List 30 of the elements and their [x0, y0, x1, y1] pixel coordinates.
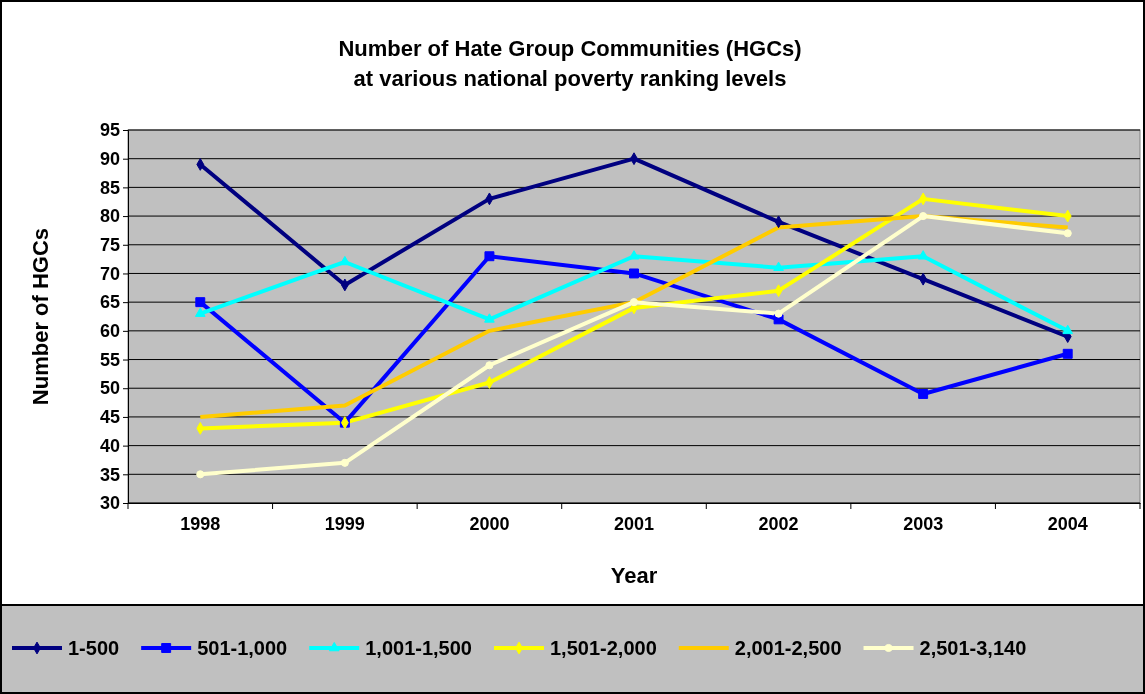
legend-label: 2,501-3,140	[919, 637, 1027, 659]
y-tick-label: 95	[99, 120, 120, 141]
y-axis-title: Number of HGCs	[28, 227, 53, 406]
x-tick-label: 1998	[180, 513, 221, 534]
y-tick-label: 45	[99, 407, 120, 428]
legend-label: 2,001-2,500	[734, 637, 842, 659]
y-tick-label: 80	[99, 206, 120, 227]
y-tick-label: 65	[99, 292, 120, 313]
legend-label: 1,501-2,000	[550, 637, 657, 659]
y-tick-label: 30	[99, 493, 120, 514]
y-tick-label: 90	[99, 148, 120, 169]
x-tick-label: 2003	[903, 513, 944, 534]
x-axis-title: Year	[610, 563, 658, 588]
x-tick-label: 2004	[1047, 513, 1088, 534]
x-tick-label: 1999	[324, 513, 365, 534]
y-tick-label: 55	[99, 349, 120, 370]
chart-title: Number of Hate Group Communities (HGCs) at various national poverty ranking levels	[338, 36, 802, 91]
y-tick-label: 60	[99, 321, 120, 342]
x-tick-label: 2000	[469, 513, 510, 534]
x-tick-label: 2002	[758, 513, 799, 534]
legend-label: 1,001-1,500	[365, 637, 472, 659]
y-tick-label: 85	[99, 177, 120, 198]
y-tick-label: 70	[99, 263, 120, 284]
legend-label: 501-1,000	[197, 637, 288, 659]
y-tick-label: 50	[99, 378, 120, 399]
legend-label: 1-500	[68, 637, 120, 659]
y-tick-label: 75	[99, 235, 120, 256]
y-tick-label: 40	[99, 435, 120, 456]
x-tick-label: 2001	[613, 513, 655, 534]
y-tick-label: 35	[99, 464, 120, 485]
